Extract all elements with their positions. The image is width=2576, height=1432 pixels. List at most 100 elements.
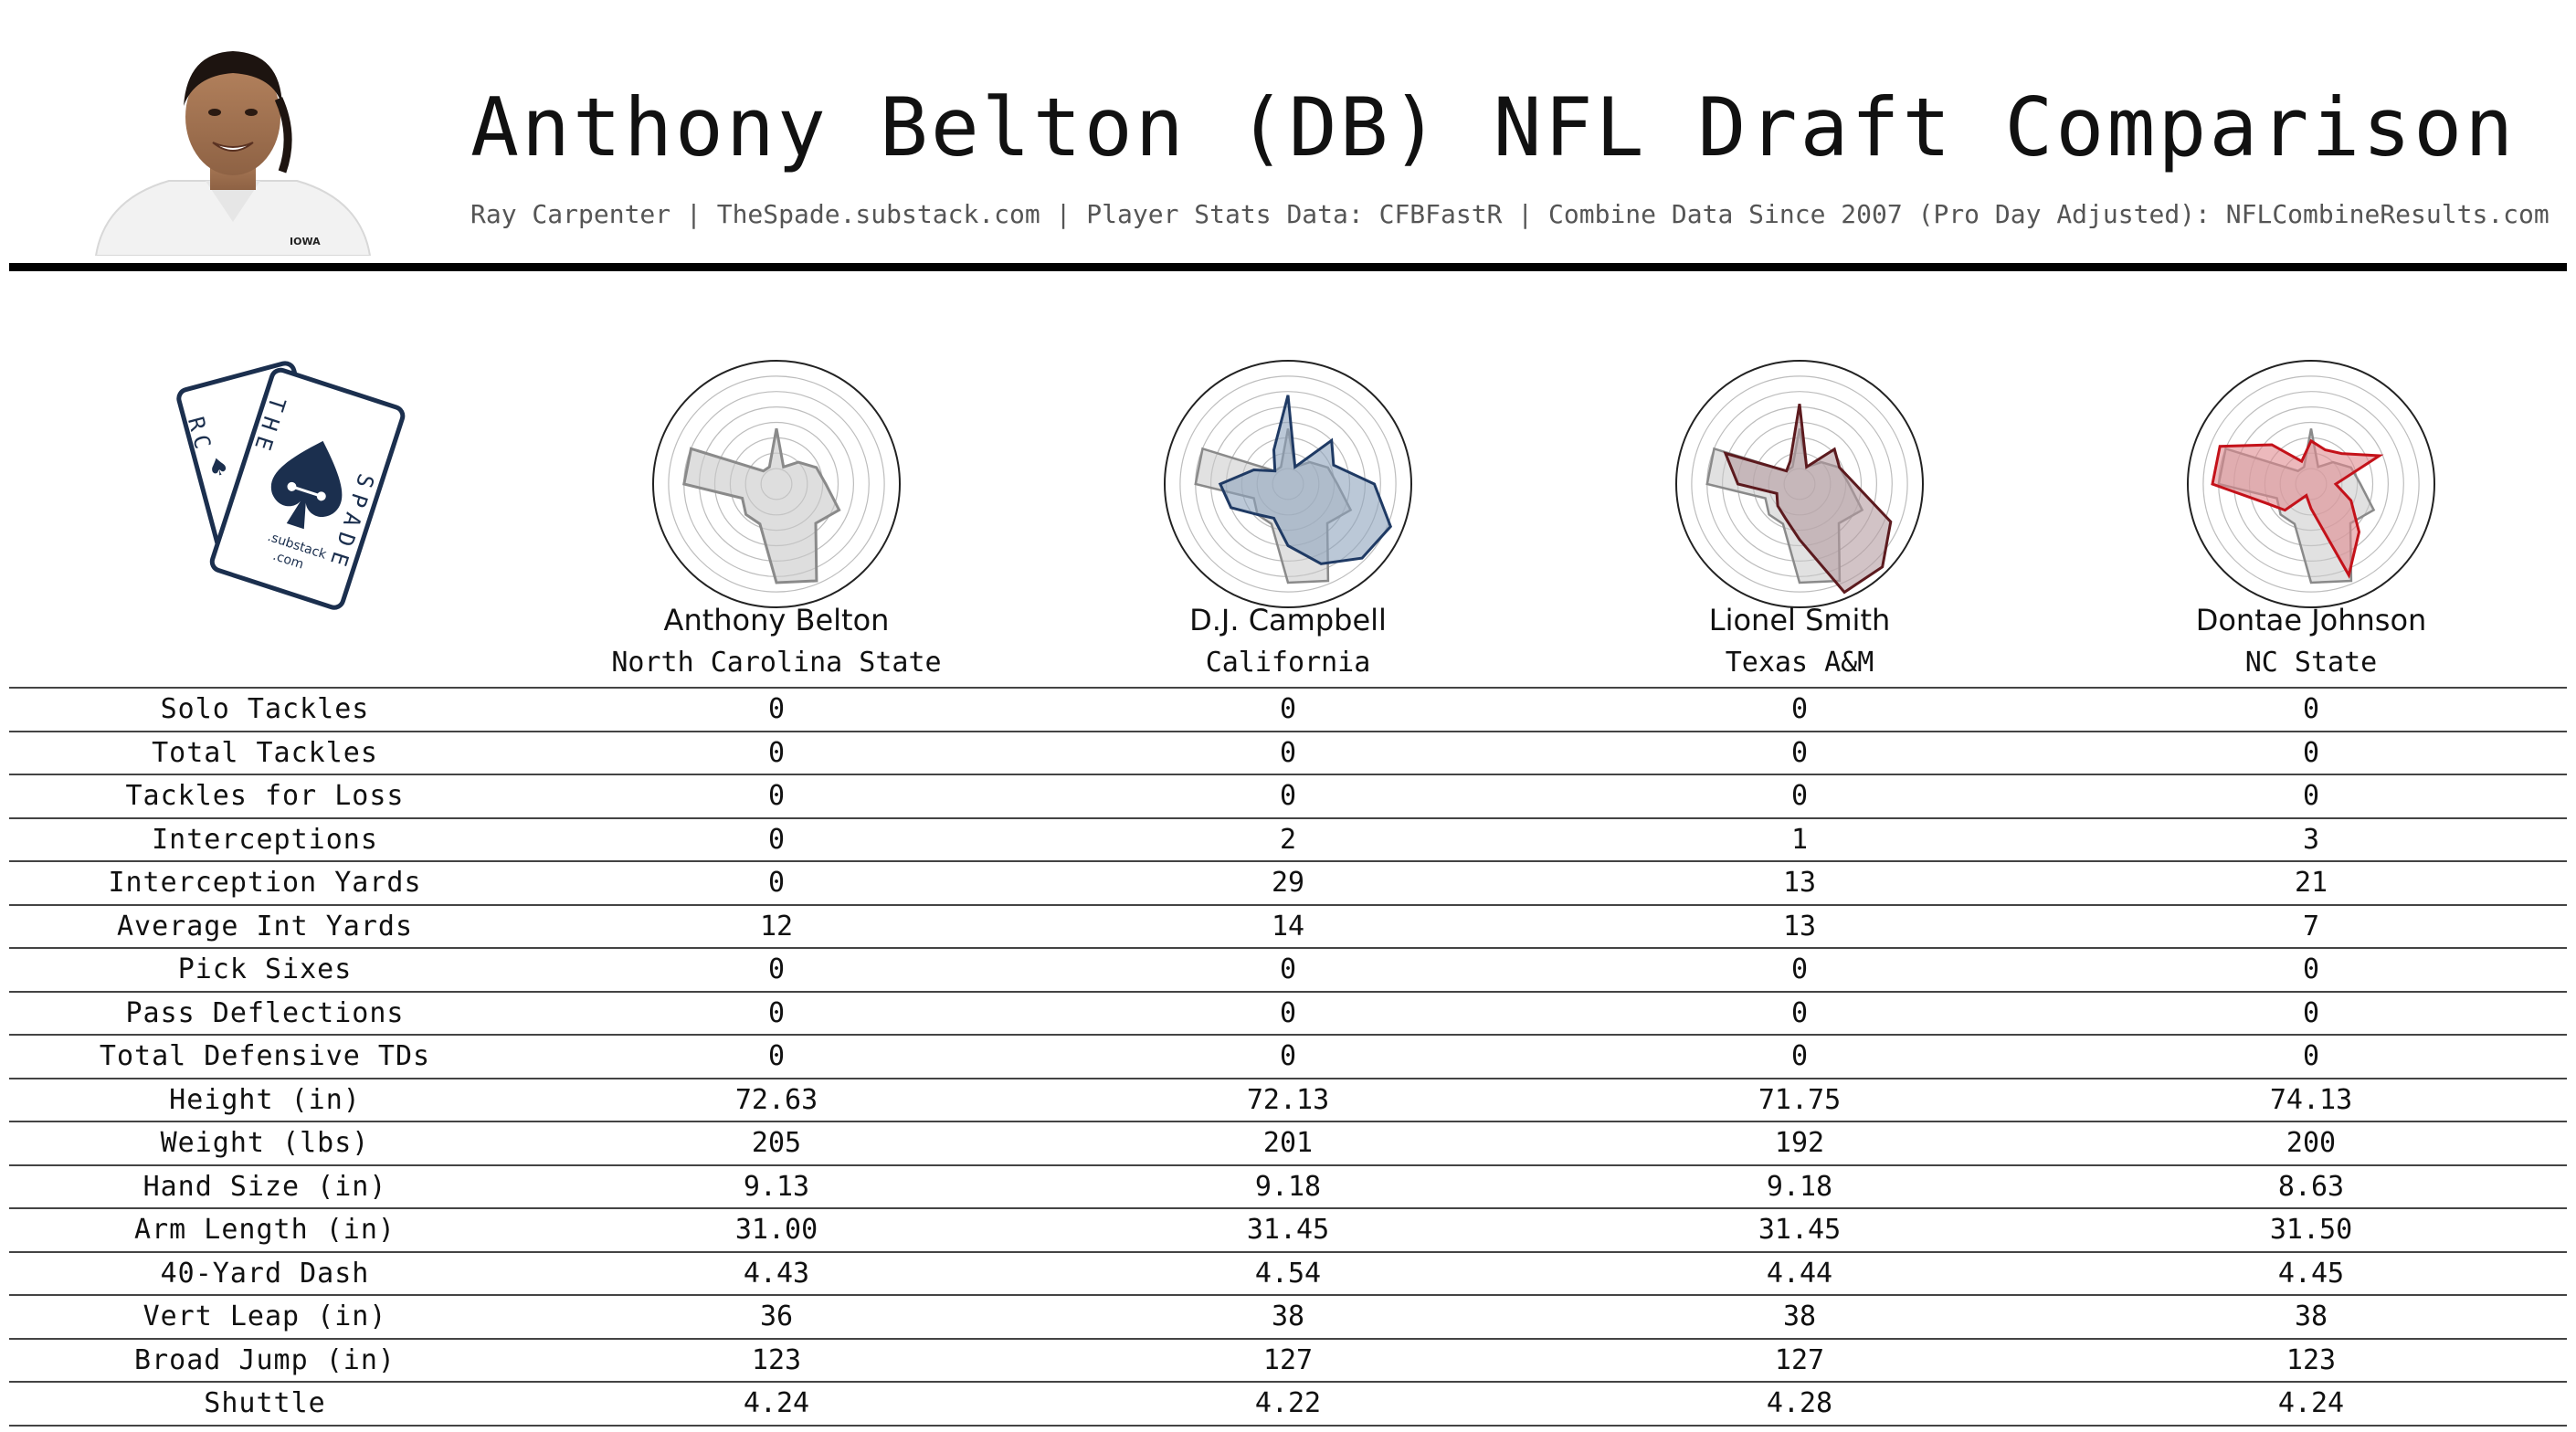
title-divider [9,263,2567,271]
metric-label: Pick Sixes [9,948,521,993]
table-cell: 31.45 [1032,1208,1544,1253]
table-cell: 3 [2055,817,2567,862]
table-cell: 74.13 [2055,1078,2567,1122]
player-school: Texas A&M [1725,647,1874,679]
table-row: Height (in) 72.63 72.13 71.75 74.13 [9,1078,2567,1122]
metric-label: Hand Size (in) [9,1164,521,1209]
table-row: Weight (lbs) 205 201 192 200 [9,1121,2567,1166]
table-cell: 0 [1032,948,1544,993]
table-cell: 0 [521,861,1032,906]
radar-chart-dontae-johnson [2187,360,2435,608]
metric-label: Total Defensive TDs [9,1035,521,1079]
metric-label: Tackles for Loss [9,774,521,819]
metric-label: Interceptions [9,817,521,862]
metric-label: Weight (lbs) [9,1121,521,1166]
table-cell: 31.50 [2055,1208,2567,1253]
table-row: Tackles for Loss 0 0 0 0 [9,774,2567,819]
table-cell: 31.45 [1544,1208,2055,1253]
the-spade-logo: RC ♠ THE SPADE .substack .com [176,361,406,610]
table-cell: 0 [1544,731,2055,775]
table-cell: 0 [521,1035,1032,1079]
table-cell: 0 [1032,687,1544,732]
table-cell: 0 [521,817,1032,862]
table-cell: 4.45 [2055,1251,2567,1296]
table-cell: 0 [1544,948,2055,993]
player-name: Lionel Smith [1708,603,1891,637]
table-row: Shuttle 4.24 4.22 4.28 4.24 [9,1382,2567,1427]
metric-label: Height (in) [9,1078,521,1122]
radar-grid-ring [1691,375,1908,593]
table-cell: 0 [1032,991,1544,1036]
table-cell: 38 [1544,1295,2055,1340]
player-school: NC State [2244,647,2378,679]
table-cell: 12 [521,904,1032,949]
table-cell: 0 [521,774,1032,819]
metric-label: Solo Tackles [9,687,521,732]
table-cell: 123 [2055,1338,2567,1383]
table-cell: 4.43 [521,1251,1032,1296]
metric-label: Shuttle [9,1382,521,1427]
table-cell: 4.24 [2055,1382,2567,1427]
table-cell: 4.44 [1544,1251,2055,1296]
table-cell: 127 [1544,1338,2055,1383]
radar-outer-ring [652,360,901,608]
table-cell: 0 [1544,1035,2055,1079]
table-row: Vert Leap (in) 36 38 38 38 [9,1295,2567,1340]
player-headshot: IOWA [94,51,372,256]
table-row: Arm Length (in) 31.00 31.45 31.45 31.50 [9,1208,2567,1253]
player-name: Dontae Johnson [2195,603,2427,637]
radar-player-shape [1218,395,1393,565]
table-cell: 13 [1544,904,2055,949]
table-cell: 123 [521,1338,1032,1383]
radar-chart-lionel-smith [1675,360,1924,608]
metric-label: Arm Length (in) [9,1208,521,1253]
metric-label: Average Int Yards [9,904,521,949]
radar-grid-ring [668,375,885,593]
table-row: Pick Sixes 0 0 0 0 [9,948,2567,993]
page-title: Anthony Belton (DB) NFL Draft Comparison [470,80,2517,174]
table-cell: 31.00 [521,1208,1032,1253]
table-cell: 4.24 [521,1382,1032,1427]
table-cell: 0 [1032,774,1544,819]
radar-player-shape [1723,404,1893,595]
radar-grid-ring [2202,375,2420,593]
table-cell: 0 [2055,991,2567,1036]
table-cell: 0 [521,948,1032,993]
table-cell: 4.54 [1032,1251,1544,1296]
table-cell: 13 [1544,861,2055,906]
table-cell: 1 [1544,817,2055,862]
table-cell: 29 [1032,861,1544,906]
table-row: Pass Deflections 0 0 0 0 [9,991,2567,1036]
table-cell: 0 [521,991,1032,1036]
table-cell: 4.28 [1544,1382,2055,1427]
table-cell: 127 [1032,1338,1544,1383]
radar-player-shape [682,428,841,584]
radar-grid-ring [1179,375,1397,593]
player-school: North Carolina State [611,647,942,679]
metric-label: Interception Yards [9,861,521,906]
table-cell: 71.75 [1544,1078,2055,1122]
table-cell: 7 [2055,904,2567,949]
table-cell: 9.13 [521,1164,1032,1209]
table-cell: 38 [1032,1295,1544,1340]
table-row: Broad Jump (in) 123 127 127 123 [9,1338,2567,1383]
stats-table: Solo Tackles 0 0 0 0 Total Tackles 0 0 0 0 Tackl… [9,687,2567,1427]
table-cell: 72.63 [521,1078,1032,1122]
headshot-shirt-text: IOWA [290,236,321,247]
table-cell: 0 [2055,731,2567,775]
table-cell: 200 [2055,1121,2567,1166]
radar-player-shape [2211,438,2384,579]
table-cell: 2 [1032,817,1544,862]
table-cell: 36 [521,1295,1032,1340]
page-subtitle: Ray Carpenter | TheSpade.substack.com | … [470,199,2550,229]
metric-label: Pass Deflections [9,991,521,1036]
table-cell: 0 [2055,774,2567,819]
table-cell: 0 [2055,948,2567,993]
table-cell: 0 [1544,687,2055,732]
table-row: Total Defensive TDs 0 0 0 0 [9,1035,2567,1079]
table-cell: 201 [1032,1121,1544,1166]
metric-label: 40-Yard Dash [9,1251,521,1296]
metric-label: Broad Jump (in) [9,1338,521,1383]
table-cell: 14 [1032,904,1544,949]
table-cell: 0 [2055,687,2567,732]
